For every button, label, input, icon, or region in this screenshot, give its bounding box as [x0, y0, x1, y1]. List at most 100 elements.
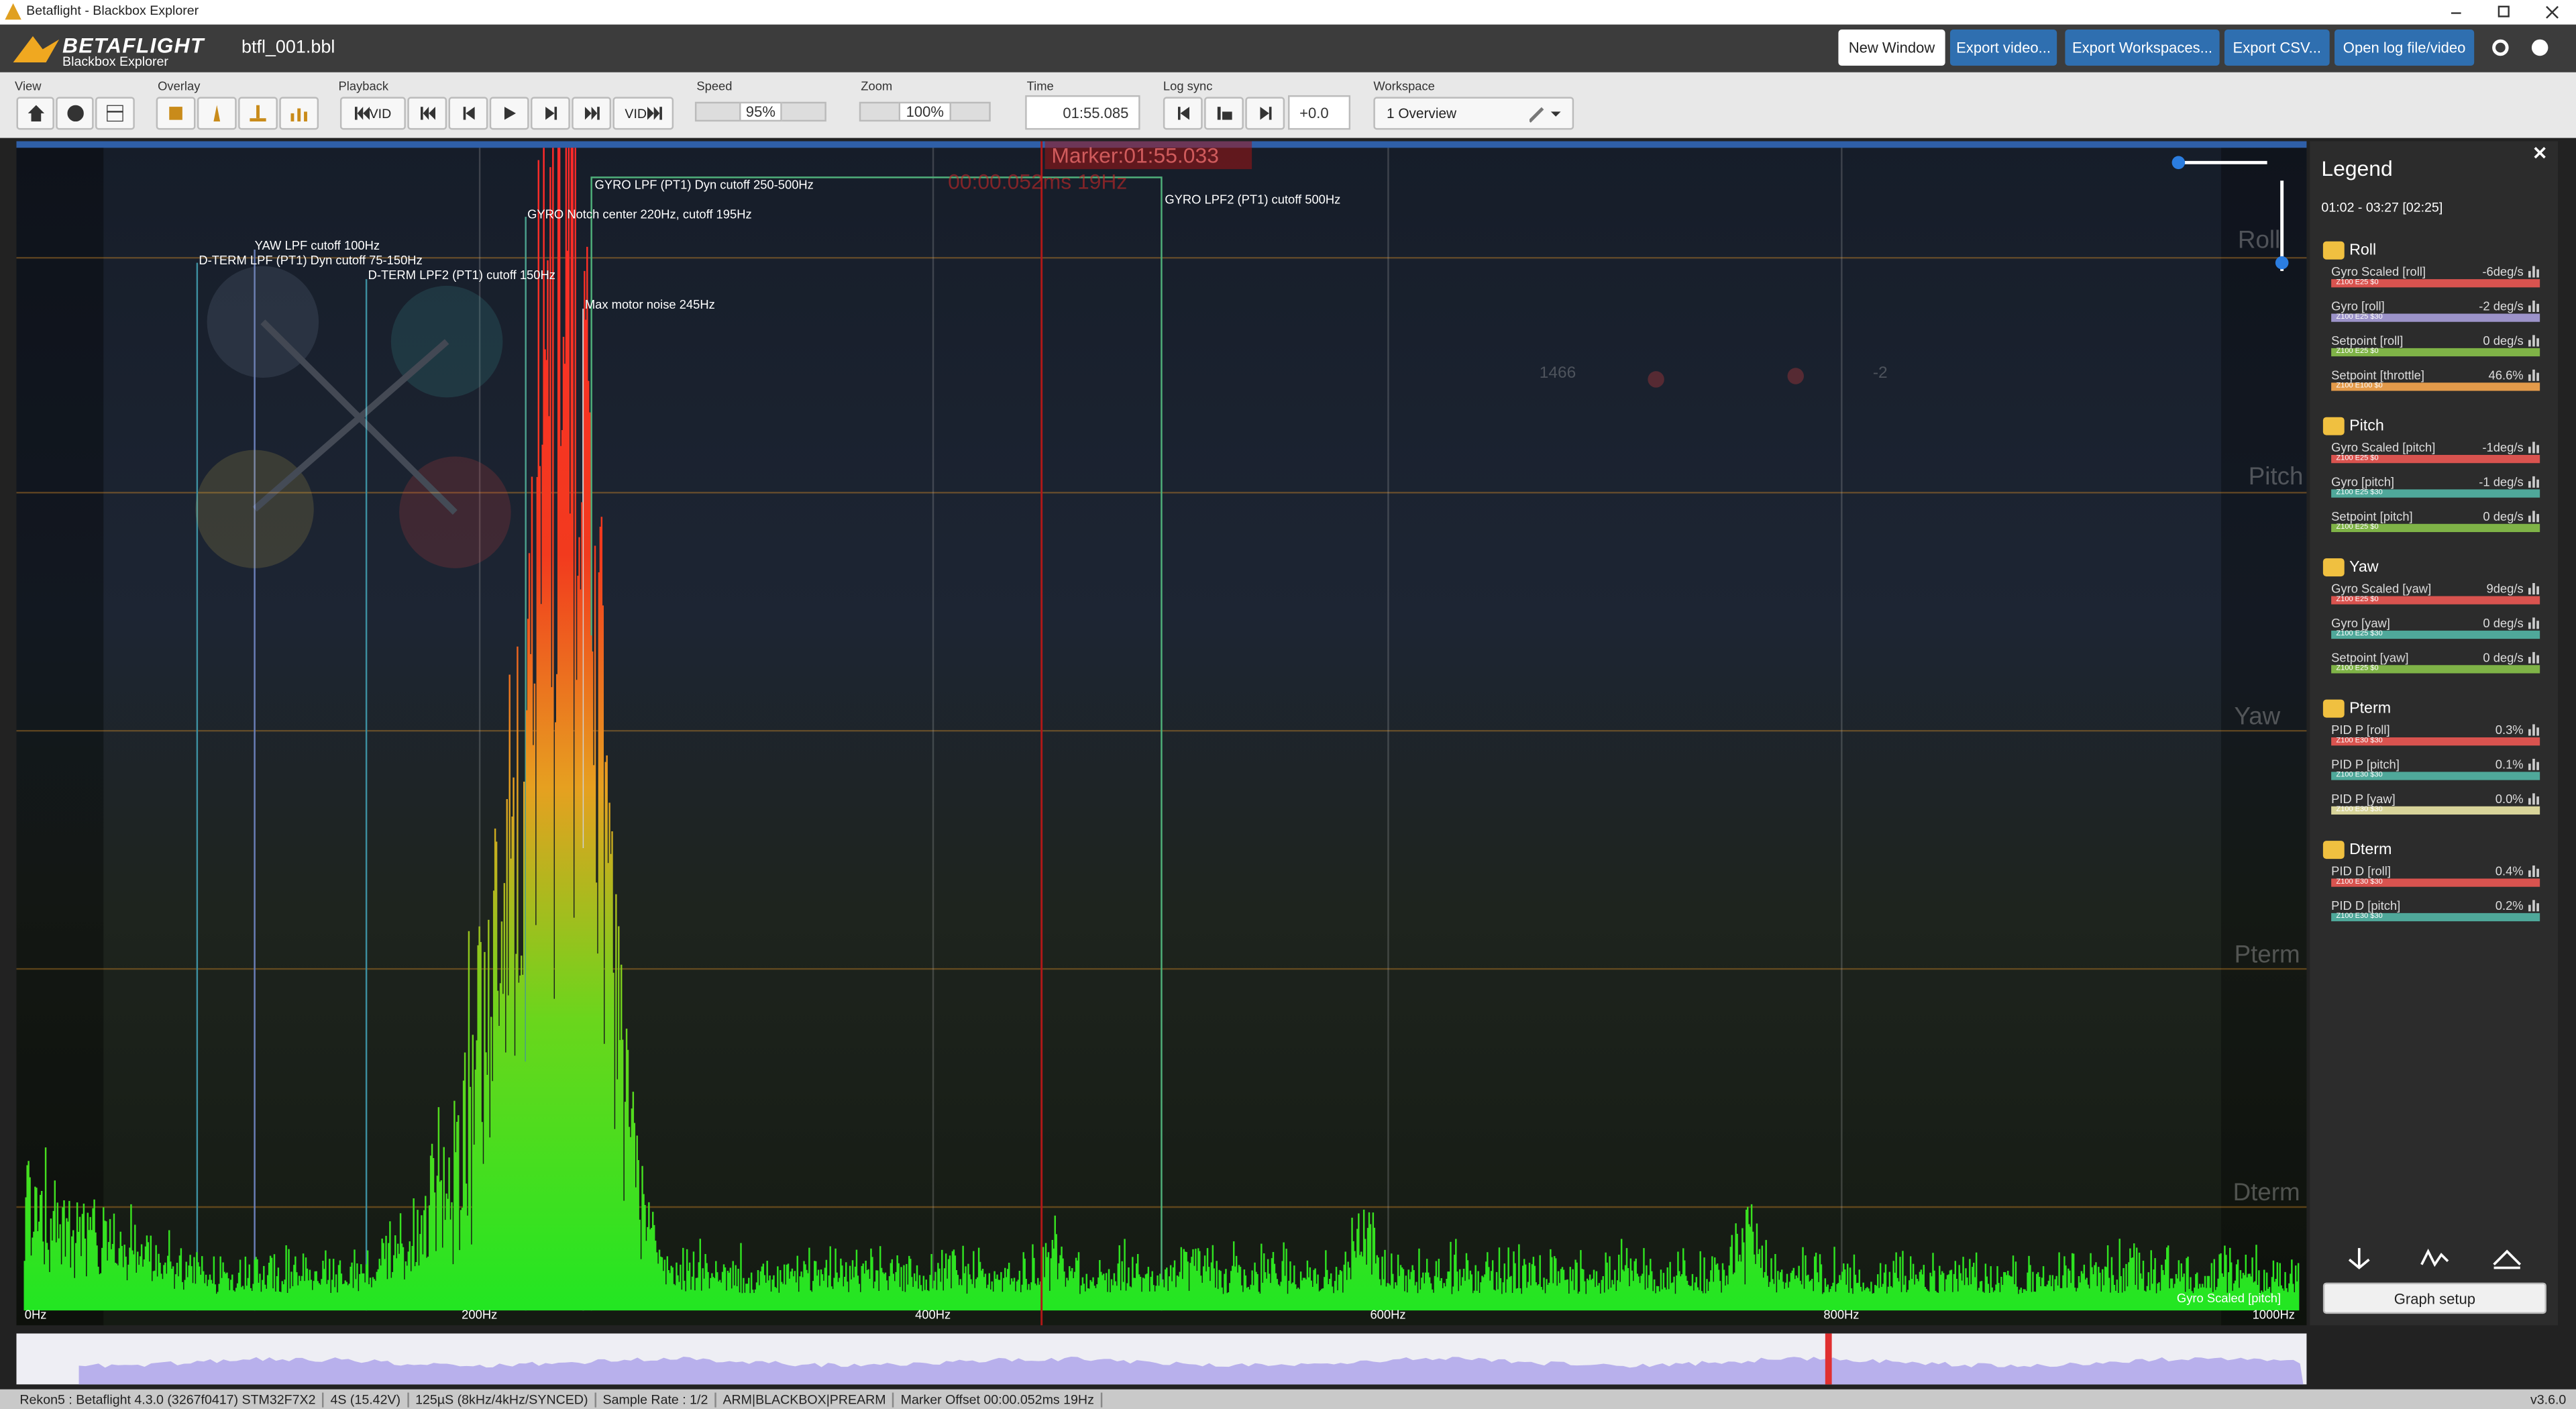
icon-bar — [2528, 904, 2531, 912]
legend-item[interactable]: Gyro Scaled [roll] -6deg/s Z100 E25 $0 — [2331, 264, 2540, 299]
icon — [107, 105, 123, 122]
icon — [1216, 107, 1232, 120]
item-value: 0 deg/s — [2483, 650, 2524, 666]
legend-item[interactable]: PID P [pitch] 0.1% Z100 E30 $30 — [2331, 757, 2540, 791]
item-icon — [2528, 617, 2539, 629]
icon-bar — [2528, 446, 2531, 454]
version: v3.6.0 — [2530, 1392, 2567, 1408]
workspace-value: 1 Overview — [1386, 105, 1457, 122]
icon — [462, 107, 474, 120]
legend-item[interactable]: PID D [pitch] 0.2% Z100 E30 $30 — [2331, 898, 2540, 933]
group-toggle — [2322, 417, 2345, 435]
legend-item[interactable]: Gyro [pitch] -1 deg/s Z100 E25 $30 — [2331, 474, 2540, 509]
app-icon — [5, 3, 21, 20]
graph-setup-button[interactable]: Graph setup — [2322, 1282, 2546, 1314]
video-overlay-button[interactable] — [156, 97, 196, 130]
zoom-slider[interactable]: 100% — [859, 101, 991, 122]
step-back-button[interactable] — [448, 97, 488, 130]
info-button[interactable] — [56, 97, 94, 130]
legend-item[interactable]: Gyro [yaw] 0 deg/s Z100 E25 $30 — [2331, 616, 2540, 650]
legend-item[interactable]: PID D [roll] 0.4% Z100 E30 $30 — [2331, 864, 2540, 898]
analyser-overlay-button[interactable] — [279, 97, 319, 130]
legend-item[interactable]: Setpoint [throttle] 46.6% Z100 E100 $0 — [2331, 368, 2540, 402]
icon-bar — [2536, 269, 2539, 278]
home-button[interactable] — [16, 97, 54, 130]
vid-label: VID — [625, 105, 647, 121]
item-icon — [2528, 266, 2539, 278]
legend-item[interactable]: PID P [roll] 0.3% Z100 E30 $30 — [2331, 723, 2540, 757]
log-sync-input[interactable]: +0.0 — [1288, 95, 1351, 130]
step-forward-button[interactable] — [531, 97, 570, 130]
table-button[interactable] — [95, 97, 135, 130]
icon-bar — [2528, 270, 2531, 278]
group-name: Roll — [2349, 241, 2377, 260]
overlay-label: Overlay — [158, 79, 201, 94]
icon-bar — [2536, 727, 2539, 736]
sticks-overlay-button[interactable] — [238, 97, 278, 130]
workspace-dropdown[interactable]: 1 Overview — [1373, 97, 1574, 130]
legend-panel: Legend 01:02 - 03:27 [02:25] Roll Gyro Sc… — [2310, 141, 2559, 1326]
item-name: PID D [roll] — [2331, 864, 2391, 879]
item-scale: Z100 E25 $0 — [2336, 346, 2379, 355]
time-input[interactable]: 01:55.085 — [1025, 95, 1140, 130]
start-button[interactable] — [407, 97, 447, 130]
icon-bar — [2536, 479, 2539, 488]
item-scale: Z100 E25 $0 — [2336, 277, 2379, 286]
status-item: Rekon5 : Betaflight 4.3.0 (3267f0417) ST… — [13, 1392, 324, 1407]
export-video-button[interactable]: Export video... — [1949, 30, 2057, 66]
video-forward-button[interactable]: VID — [612, 97, 674, 130]
legend-item[interactable]: Gyro Scaled [pitch] -1deg/s Z100 E25 $0 — [2331, 440, 2540, 474]
item-icon — [2528, 900, 2539, 912]
export-csv-button[interactable]: Export CSV... — [2224, 30, 2330, 66]
legend-item[interactable]: Setpoint [roll] 0 deg/s Z100 E25 $0 — [2331, 333, 2540, 368]
new-window-button[interactable]: New Window — [1838, 30, 1945, 66]
legend-item[interactable]: Gyro Scaled [yaw] 9deg/s Z100 E25 $0 — [2331, 581, 2540, 615]
legend-item[interactable]: PID P [yaw] 0.0% Z100 E30 $30 — [2331, 792, 2540, 826]
annotation: D-TERM LPF2 (PT1) cutoff 150Hz — [368, 267, 555, 282]
legend-item[interactable]: Setpoint [yaw] 0 deg/s Z100 E25 $0 — [2331, 650, 2540, 684]
icon — [66, 105, 83, 122]
v-slider-knob[interactable] — [2275, 256, 2289, 270]
legend-item[interactable]: Setpoint [pitch] 0 deg/s Z100 E25 $0 — [2331, 509, 2540, 543]
item-color-bar — [2331, 454, 2540, 464]
open-log-button[interactable]: Open log file/video — [2334, 30, 2475, 66]
icon-bar — [2528, 622, 2531, 629]
left-shade — [16, 148, 104, 1326]
sync-back-button[interactable] — [1163, 97, 1203, 130]
sync-forward-button[interactable] — [1245, 97, 1285, 130]
legend-group: Yaw — [2322, 558, 2553, 577]
icon-bar — [2532, 724, 2535, 736]
icon-bar — [2536, 796, 2539, 805]
speed-slider[interactable]: 95% — [694, 101, 826, 122]
item-value: -2 deg/s — [2479, 299, 2524, 314]
icon-bar — [2532, 582, 2535, 595]
legend-list: Roll Gyro Scaled [roll] -6deg/s Z100 E25 $0… — [2322, 227, 2553, 933]
item-color-bar — [2331, 912, 2540, 922]
end-button[interactable] — [572, 97, 612, 130]
icon-bar — [2528, 870, 2531, 878]
overlay-label: Pterm — [2234, 941, 2300, 970]
legend-item[interactable]: Gyro [roll] -2 deg/s Z100 E25 $30 — [2331, 299, 2540, 333]
video-back-button[interactable]: VID — [339, 97, 406, 130]
legend-close[interactable] — [2533, 146, 2546, 160]
settings-help-icons[interactable] — [2489, 36, 2555, 59]
play-button[interactable] — [489, 97, 529, 130]
legend-group: Dterm — [2322, 841, 2553, 859]
item-name: Gyro [pitch] — [2331, 474, 2395, 490]
craft-overlay-button[interactable] — [197, 97, 237, 130]
item-name: PID D [pitch] — [2331, 898, 2401, 913]
icon-bar — [2532, 758, 2535, 770]
window-controls[interactable] — [2445, 3, 2569, 21]
legend-tools[interactable] — [2343, 1245, 2540, 1271]
sync-button[interactable] — [1204, 97, 1244, 130]
item-name: Gyro Scaled [pitch] — [2331, 439, 2436, 455]
icon-bar — [2536, 586, 2539, 595]
h-slider-knob[interactable] — [2171, 156, 2186, 170]
icon — [213, 105, 221, 122]
item-scale: Z100 E30 $30 — [2336, 735, 2383, 744]
export-workspaces-button[interactable]: Export Workspaces... — [2065, 30, 2220, 66]
icon — [169, 107, 182, 120]
timeline-marker — [1825, 1333, 1832, 1385]
x-label: 400Hz — [915, 1307, 951, 1322]
